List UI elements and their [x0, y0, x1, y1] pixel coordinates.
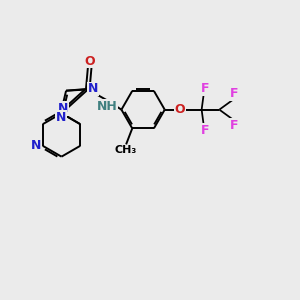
Text: N: N — [58, 102, 68, 115]
Text: CH₃: CH₃ — [115, 146, 137, 155]
Text: F: F — [201, 124, 209, 137]
Text: NH: NH — [97, 100, 118, 113]
Text: N: N — [31, 139, 41, 152]
Text: N: N — [88, 82, 98, 95]
Text: F: F — [230, 119, 238, 132]
Text: N: N — [56, 111, 66, 124]
Text: O: O — [175, 103, 185, 116]
Text: O: O — [84, 55, 95, 68]
Text: F: F — [201, 82, 209, 95]
Text: N: N — [56, 103, 67, 116]
Text: F: F — [230, 87, 238, 100]
